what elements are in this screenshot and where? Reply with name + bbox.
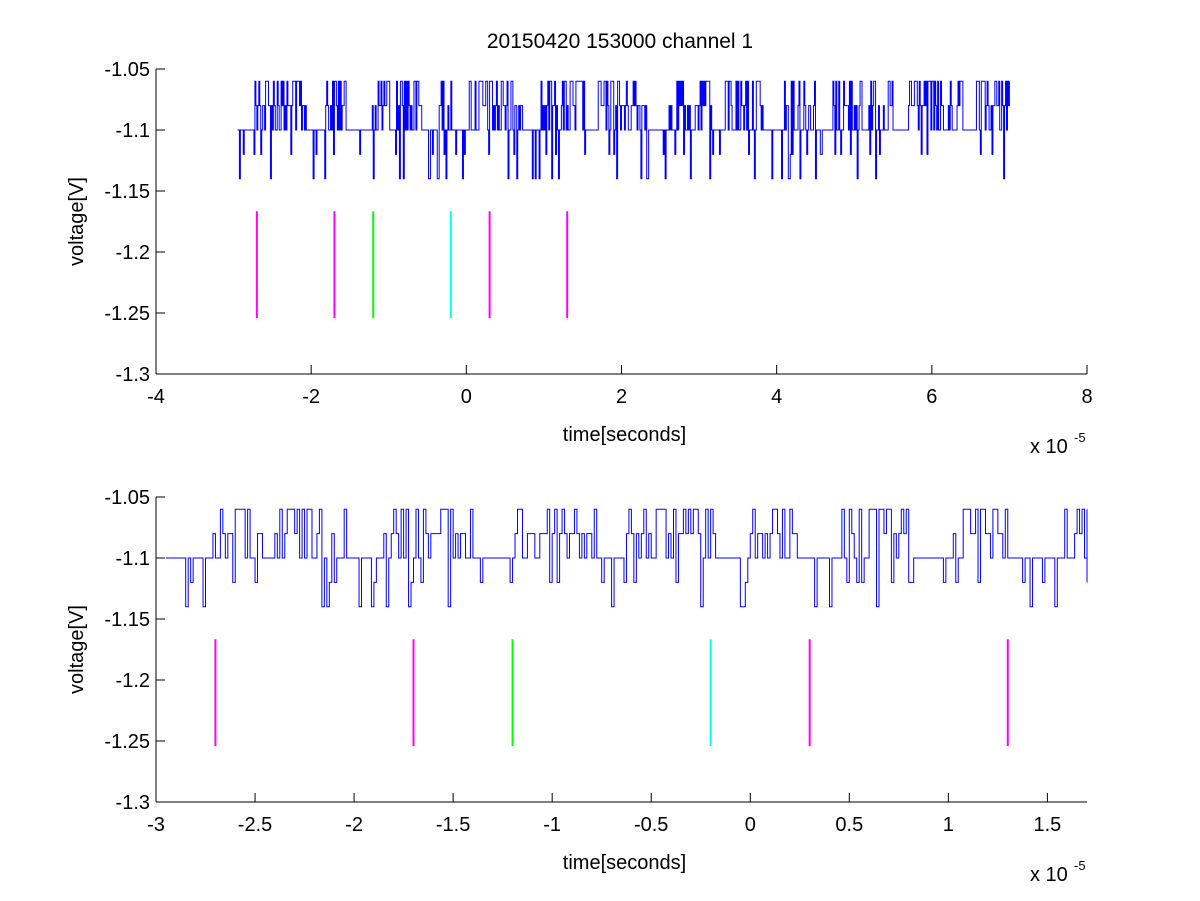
voltage-trace [237, 80, 1010, 180]
x-tick-label: -2 [345, 814, 363, 836]
y-tick-label: -1.2 [116, 242, 150, 264]
top-chart: -4 -2 0 2 4 6 8 -1.3 -1.25 -1.2 -1.15 -1.1 -1.05 time… [66, 59, 1093, 458]
x-exponent-label: x 10 [1030, 864, 1068, 886]
y-axis-label: voltage[V] [66, 605, 88, 694]
x-exponent-power: -5 [1074, 430, 1086, 445]
x-tick-label: 1 [943, 814, 954, 836]
x-axis-label: time[seconds] [563, 852, 686, 874]
x-exponent-power: -5 [1074, 858, 1086, 873]
y-tick-label: -1.05 [104, 487, 150, 509]
x-tick-label: -3 [147, 814, 165, 836]
x-tick-label: 2 [616, 386, 627, 408]
x-tick-label: -0.5 [634, 814, 668, 836]
y-tick-label: -1.15 [104, 181, 150, 203]
chart-title: 20150420 153000 channel 1 [487, 30, 753, 53]
x-tick-label: 8 [1081, 386, 1092, 408]
y-tick-label: -1.25 [104, 303, 150, 325]
y-tick-label: -1.3 [116, 792, 150, 814]
y-tick-label: -1.1 [116, 548, 150, 570]
x-axis-label: time[seconds] [563, 424, 686, 446]
x-tick-label: 6 [926, 386, 937, 408]
x-tick-label: 1.5 [1033, 814, 1061, 836]
bottom-chart: -3 -2.5 -2 -1.5 -1 -0.5 0 0.5 1 1.5 -1.3 -1.25 -1.2 -… [66, 487, 1088, 886]
y-axis-label: voltage[V] [66, 177, 88, 266]
x-tick-label: 4 [771, 386, 782, 408]
y-tick-label: -1.25 [104, 731, 150, 753]
x-tick-label: -4 [147, 386, 165, 408]
x-tick-label: -2.5 [238, 814, 272, 836]
x-tick-label: 0.5 [835, 814, 863, 836]
y-tick-label: -1.15 [104, 609, 150, 631]
x-tick-label: 0 [745, 814, 756, 836]
voltage-trace [165, 508, 1088, 608]
y-tick-label: -1.2 [116, 670, 150, 692]
x-exponent-label: x 10 [1030, 436, 1068, 458]
y-tick-label: -1.3 [116, 364, 150, 386]
y-tick-label: -1.05 [104, 59, 150, 81]
x-tick-label: -1 [543, 814, 561, 836]
x-tick-label: -2 [302, 386, 320, 408]
x-tick-label: 0 [461, 386, 472, 408]
x-tick-label: -1.5 [436, 814, 470, 836]
y-tick-label: -1.1 [116, 120, 150, 142]
